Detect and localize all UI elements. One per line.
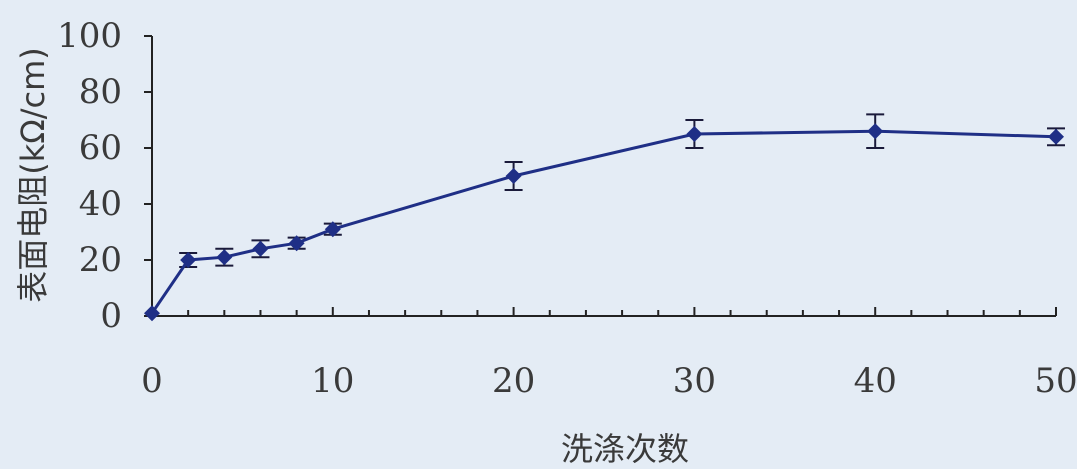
y-tick-label: 20 [79,240,122,280]
data-point [252,240,269,257]
y-tick-label: 100 [57,16,122,56]
data-point [867,123,884,140]
data-point [216,249,233,266]
data-point [505,168,522,184]
x-tick-label: 0 [141,361,163,401]
y-tick-label: 60 [79,128,122,168]
y-axis-title: 表面电阻(kΩ/cm) [14,47,52,303]
series-line [150,129,1057,315]
data-point [288,235,305,252]
y-tick-label: 80 [79,72,122,112]
data-point [144,305,160,322]
x-tick-label: 10 [311,361,354,401]
markers [144,123,1064,322]
tick-labels: 0 20 40 60 80 100 0 10 20 30 40 50 [57,16,1077,401]
data-point [686,126,703,142]
data-point [180,252,197,268]
x-axis-title: 洗涤次数 [561,430,689,468]
x-tick-label: 40 [854,361,897,401]
axes [144,35,1057,317]
series [150,129,1057,315]
x-tick-label: 30 [673,361,716,401]
x-tick-label: 50 [1034,361,1077,401]
x-tick-label: 20 [492,361,535,401]
data-point [324,221,341,238]
data-point [1048,128,1064,145]
y-tick-label: 40 [79,184,122,224]
error-bars [179,113,1065,268]
y-tick-label: 0 [100,296,122,336]
